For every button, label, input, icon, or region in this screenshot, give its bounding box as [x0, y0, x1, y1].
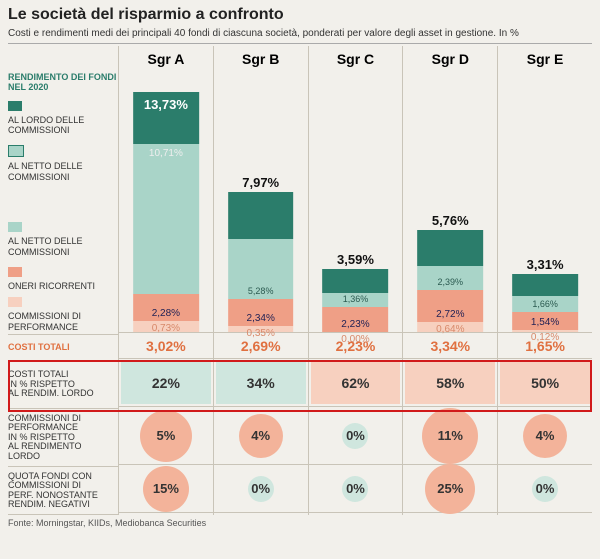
bar-total-label: 5,76%	[432, 213, 469, 228]
cell-costi-totali: 3,02%	[119, 333, 213, 359]
data-column: Sgr C2,23%0,00%1,36%3,59%2,23%62%0%0%	[308, 46, 403, 515]
legend-oneri: ONERI RICORRENTI	[8, 281, 118, 291]
bar-total-label: 13,73%	[144, 97, 188, 112]
cell-pct-lordo: 34%	[214, 359, 308, 407]
swatch-perf	[8, 297, 22, 307]
bar-area: 1,54%0,12%1,66% 3,31%	[498, 72, 592, 333]
bar-area: 2,23%0,00%1,36% 3,59%	[309, 72, 403, 333]
cell-quota: 0%	[309, 465, 403, 513]
bar-area: 2,72%0,64%2,39% 5,76%	[403, 72, 497, 333]
bar-stack: 2,28%0,73%10,71%	[133, 92, 199, 332]
bar-total-label: 3,31%	[527, 257, 564, 272]
legend-gross: AL LORDO DELLE COMMISSIONI	[8, 115, 118, 136]
chart-container: Le società del risparmio a confronto Cos…	[0, 0, 600, 559]
data-column: Sgr E1,54%0,12%1,66%3,31%1,65%50%4%0%	[497, 46, 592, 515]
cell-perf-lordo: 5%	[119, 407, 213, 465]
row-label-quota: QUOTA FONDI CON COMMISSIONI DI PERF. NON…	[8, 467, 118, 515]
legend-net2: AL NETTO DELLE COMMISSIONI	[8, 236, 118, 257]
cell-pct-lordo: 62%	[309, 359, 403, 407]
bar-total-label: 3,59%	[337, 252, 374, 267]
data-column: Sgr B2,34%0,35%5,28%7,97%2,69%34%4%0%	[213, 46, 308, 515]
column-header: Sgr D	[403, 46, 497, 72]
cell-quota: 0%	[498, 465, 592, 513]
bar-total-label: 7,97%	[242, 175, 279, 190]
legend-perf: COMMISSIONI DI PERFORMANCE	[8, 311, 118, 332]
bar-area: 2,34%0,35%5,28% 7,97%	[214, 72, 308, 333]
column-header: Sgr C	[309, 46, 403, 72]
cell-perf-lordo: 4%	[498, 407, 592, 465]
cell-perf-lordo: 11%	[403, 407, 497, 465]
source-line: Fonte: Morningstar, KIIDs, Mediobanca Se…	[8, 518, 592, 528]
legend-header: RENDIMENTO DEI FONDI NEL 2020	[8, 72, 118, 93]
page-subtitle: Costi e rendimenti medi dei principali 4…	[8, 28, 592, 44]
swatch-oneri	[8, 267, 22, 277]
data-column: Sgr A2,28%0,73%10,71%13,73%3,02%22%5%15%	[118, 46, 213, 515]
cell-costi-totali: 3,34%	[403, 333, 497, 359]
column-header: Sgr E	[498, 46, 592, 72]
row-label-perf-lordo: COMMISSIONI DI PERFORMANCE IN % RISPETTO…	[8, 409, 118, 467]
cell-perf-lordo: 4%	[214, 407, 308, 465]
bar-area: 2,28%0,73%10,71%13,73%	[119, 72, 213, 333]
row-label-costi-totali: COSTI TOTALI	[8, 335, 118, 361]
bar-stack: 1,54%0,12%1,66%	[512, 274, 578, 332]
cell-pct-lordo: 50%	[498, 359, 592, 407]
swatch-net	[8, 145, 24, 157]
cell-perf-lordo: 0%	[309, 407, 403, 465]
row-label-pct-lordo: COSTI TOTALI IN % RISPETTO AL RENDIM. LO…	[8, 361, 118, 409]
swatch-net2	[8, 222, 22, 232]
legend-net: AL NETTO DELLE COMMISSIONI	[8, 161, 118, 182]
data-column: Sgr D 2,72%0,64%2,39% 5,76% 3,34%58%11%25%	[402, 46, 497, 515]
bar-stack: 2,72%0,64%2,39%	[417, 230, 483, 332]
bar-stack: 2,23%0,00%1,36%	[323, 269, 389, 332]
swatch-gross	[8, 101, 22, 111]
legend-area: RENDIMENTO DEI FONDI NEL 2020 AL LORDO D…	[8, 72, 118, 335]
column-header: Sgr B	[214, 46, 308, 72]
cell-pct-lordo: 58%	[403, 359, 497, 407]
cell-quota: 25%	[403, 465, 497, 513]
labels-column: RENDIMENTO DEI FONDI NEL 2020 AL LORDO D…	[8, 46, 118, 515]
grid: RENDIMENTO DEI FONDI NEL 2020 AL LORDO D…	[8, 46, 592, 515]
bar-stack: 2,34%0,35%5,28%	[228, 192, 294, 332]
page-title: Le società del risparmio a confronto	[8, 6, 592, 24]
cell-quota: 0%	[214, 465, 308, 513]
cell-quota: 15%	[119, 465, 213, 513]
cell-pct-lordo: 22%	[119, 359, 213, 407]
column-header: Sgr A	[119, 46, 213, 72]
